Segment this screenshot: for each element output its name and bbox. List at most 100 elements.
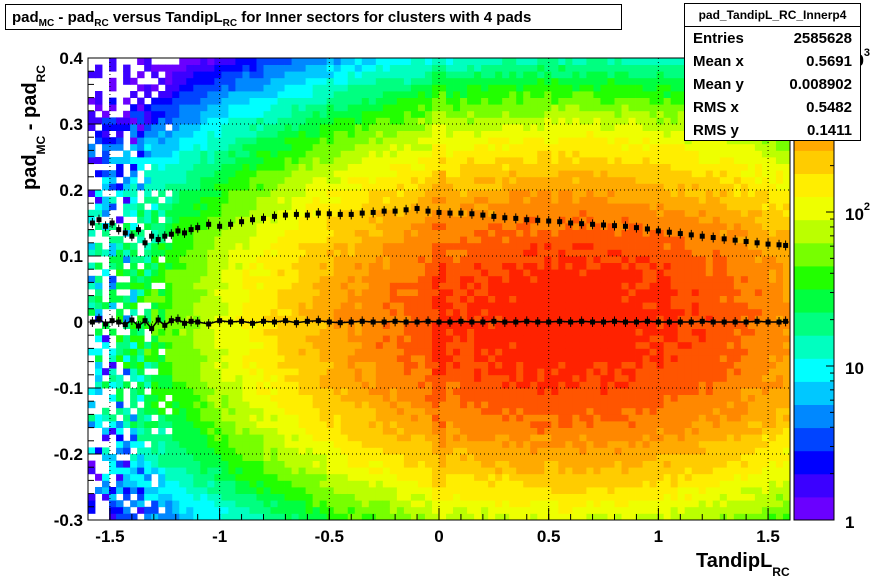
heatmap-cell: [431, 269, 440, 277]
heatmap-cell: [326, 223, 335, 230]
heatmap-cell: [284, 209, 292, 217]
heatmap-cell: [263, 124, 271, 131]
heatmap-cell: [200, 440, 208, 448]
heatmap-cell: [137, 473, 145, 481]
heatmap-cell: [509, 421, 517, 428]
heatmap-cell: [502, 242, 510, 250]
heatmap-cell: [277, 513, 285, 521]
heatmap-cell: [424, 110, 433, 118]
heatmap-cell: [579, 401, 587, 409]
heatmap-cell: [207, 262, 215, 270]
heatmap-cell: [572, 289, 580, 296]
heatmap-cell: [158, 308, 166, 316]
heatmap-cell: [214, 401, 222, 409]
heatmap-cell: [305, 91, 314, 98]
heatmap-cell: [474, 348, 482, 356]
heatmap-cell: [593, 77, 601, 85]
heatmap-cell: [326, 282, 335, 290]
heatmap-cell: [270, 308, 278, 316]
heatmap-cell: [607, 77, 615, 85]
heatmap-cell: [256, 124, 264, 131]
heatmap-cell: [242, 77, 250, 85]
heatmap-cell: [488, 229, 496, 237]
heatmap-cell: [403, 249, 412, 257]
heatmap-cell: [291, 282, 299, 290]
heatmap-cell: [270, 394, 278, 402]
heatmap-cell: [495, 104, 503, 112]
heatmap-cell: [165, 308, 173, 316]
heatmap-cell: [361, 209, 370, 217]
heatmap-cell: [298, 183, 307, 191]
heatmap-cell: [207, 394, 215, 402]
heatmap-cell: [151, 308, 159, 316]
heatmap-cell: [516, 388, 524, 395]
heatmap-cell: [158, 249, 166, 257]
heatmap-cell: [607, 236, 615, 244]
heatmap-cell: [116, 130, 124, 138]
heatmap-cell: [488, 335, 496, 343]
heatmap-cell: [200, 196, 208, 204]
heatmap-cell: [151, 513, 159, 521]
heatmap-cell: [319, 394, 328, 402]
heatmap-cell: [607, 421, 615, 428]
heatmap-cell: [228, 308, 236, 316]
heatmap-cell: [474, 209, 482, 217]
heatmap-cell: [579, 414, 587, 422]
heatmap-cell: [382, 434, 391, 442]
heatmap-cell: [193, 289, 201, 296]
heatmap-cell: [123, 117, 131, 125]
heatmap-cell: [417, 341, 426, 349]
heatmap-cell: [607, 110, 615, 118]
heatmap-cell: [502, 275, 510, 283]
heatmap-cell: [165, 262, 173, 270]
heatmap-cell: [186, 104, 194, 112]
heatmap-cell: [424, 176, 433, 184]
heatmap-cell: [116, 434, 124, 442]
heatmap-cell: [333, 163, 342, 171]
heatmap-cell: [439, 467, 447, 475]
heatmap-cell: [347, 381, 356, 389]
heatmap-cell: [586, 84, 594, 92]
heatmap-cell: [424, 196, 433, 204]
heatmap-cell: [361, 295, 370, 303]
heatmap-cell: [509, 308, 517, 316]
heatmap-cell: [144, 295, 152, 303]
heatmap-cell: [172, 473, 180, 481]
heatmap-cell: [544, 64, 552, 72]
heatmap-cell: [179, 176, 187, 184]
heatmap-cell: [439, 110, 447, 118]
heatmap-cell: [242, 368, 250, 376]
heatmap-cell: [116, 348, 124, 356]
heatmap-cell: [354, 348, 363, 356]
heatmap-cell: [424, 322, 433, 329]
heatmap-cell: [488, 394, 496, 402]
heatmap-cell: [172, 440, 180, 448]
heatmap-cell: [424, 454, 433, 461]
heatmap-cell: [537, 137, 545, 145]
heatmap-cell: [305, 203, 314, 211]
heatmap-cell: [165, 256, 173, 263]
heatmap-cell: [242, 223, 250, 230]
heatmap-cell: [200, 77, 208, 85]
heatmap-cell: [368, 282, 377, 290]
heatmap-cell: [586, 216, 594, 224]
heatmap-cell: [179, 460, 187, 468]
heatmap-cell: [446, 117, 454, 125]
heatmap-cell: [551, 137, 559, 145]
heatmap-cell: [172, 447, 180, 455]
heatmap-cell: [130, 427, 138, 435]
heatmap-cell: [417, 269, 426, 277]
heatmap-cell: [333, 368, 342, 376]
heatmap-cell: [179, 434, 187, 442]
heatmap-cell: [481, 322, 489, 329]
heatmap-cell: [361, 421, 370, 428]
heatmap-cell: [572, 275, 580, 283]
heatmap-cell: [502, 176, 510, 184]
heatmap-cell: [431, 454, 440, 461]
heatmap-cell: [179, 275, 187, 283]
heatmap-cell: [586, 460, 594, 468]
heatmap-cell: [424, 249, 433, 257]
heatmap-cell: [137, 117, 145, 125]
heatmap-cell: [109, 275, 117, 283]
heatmap-cell: [354, 143, 363, 151]
